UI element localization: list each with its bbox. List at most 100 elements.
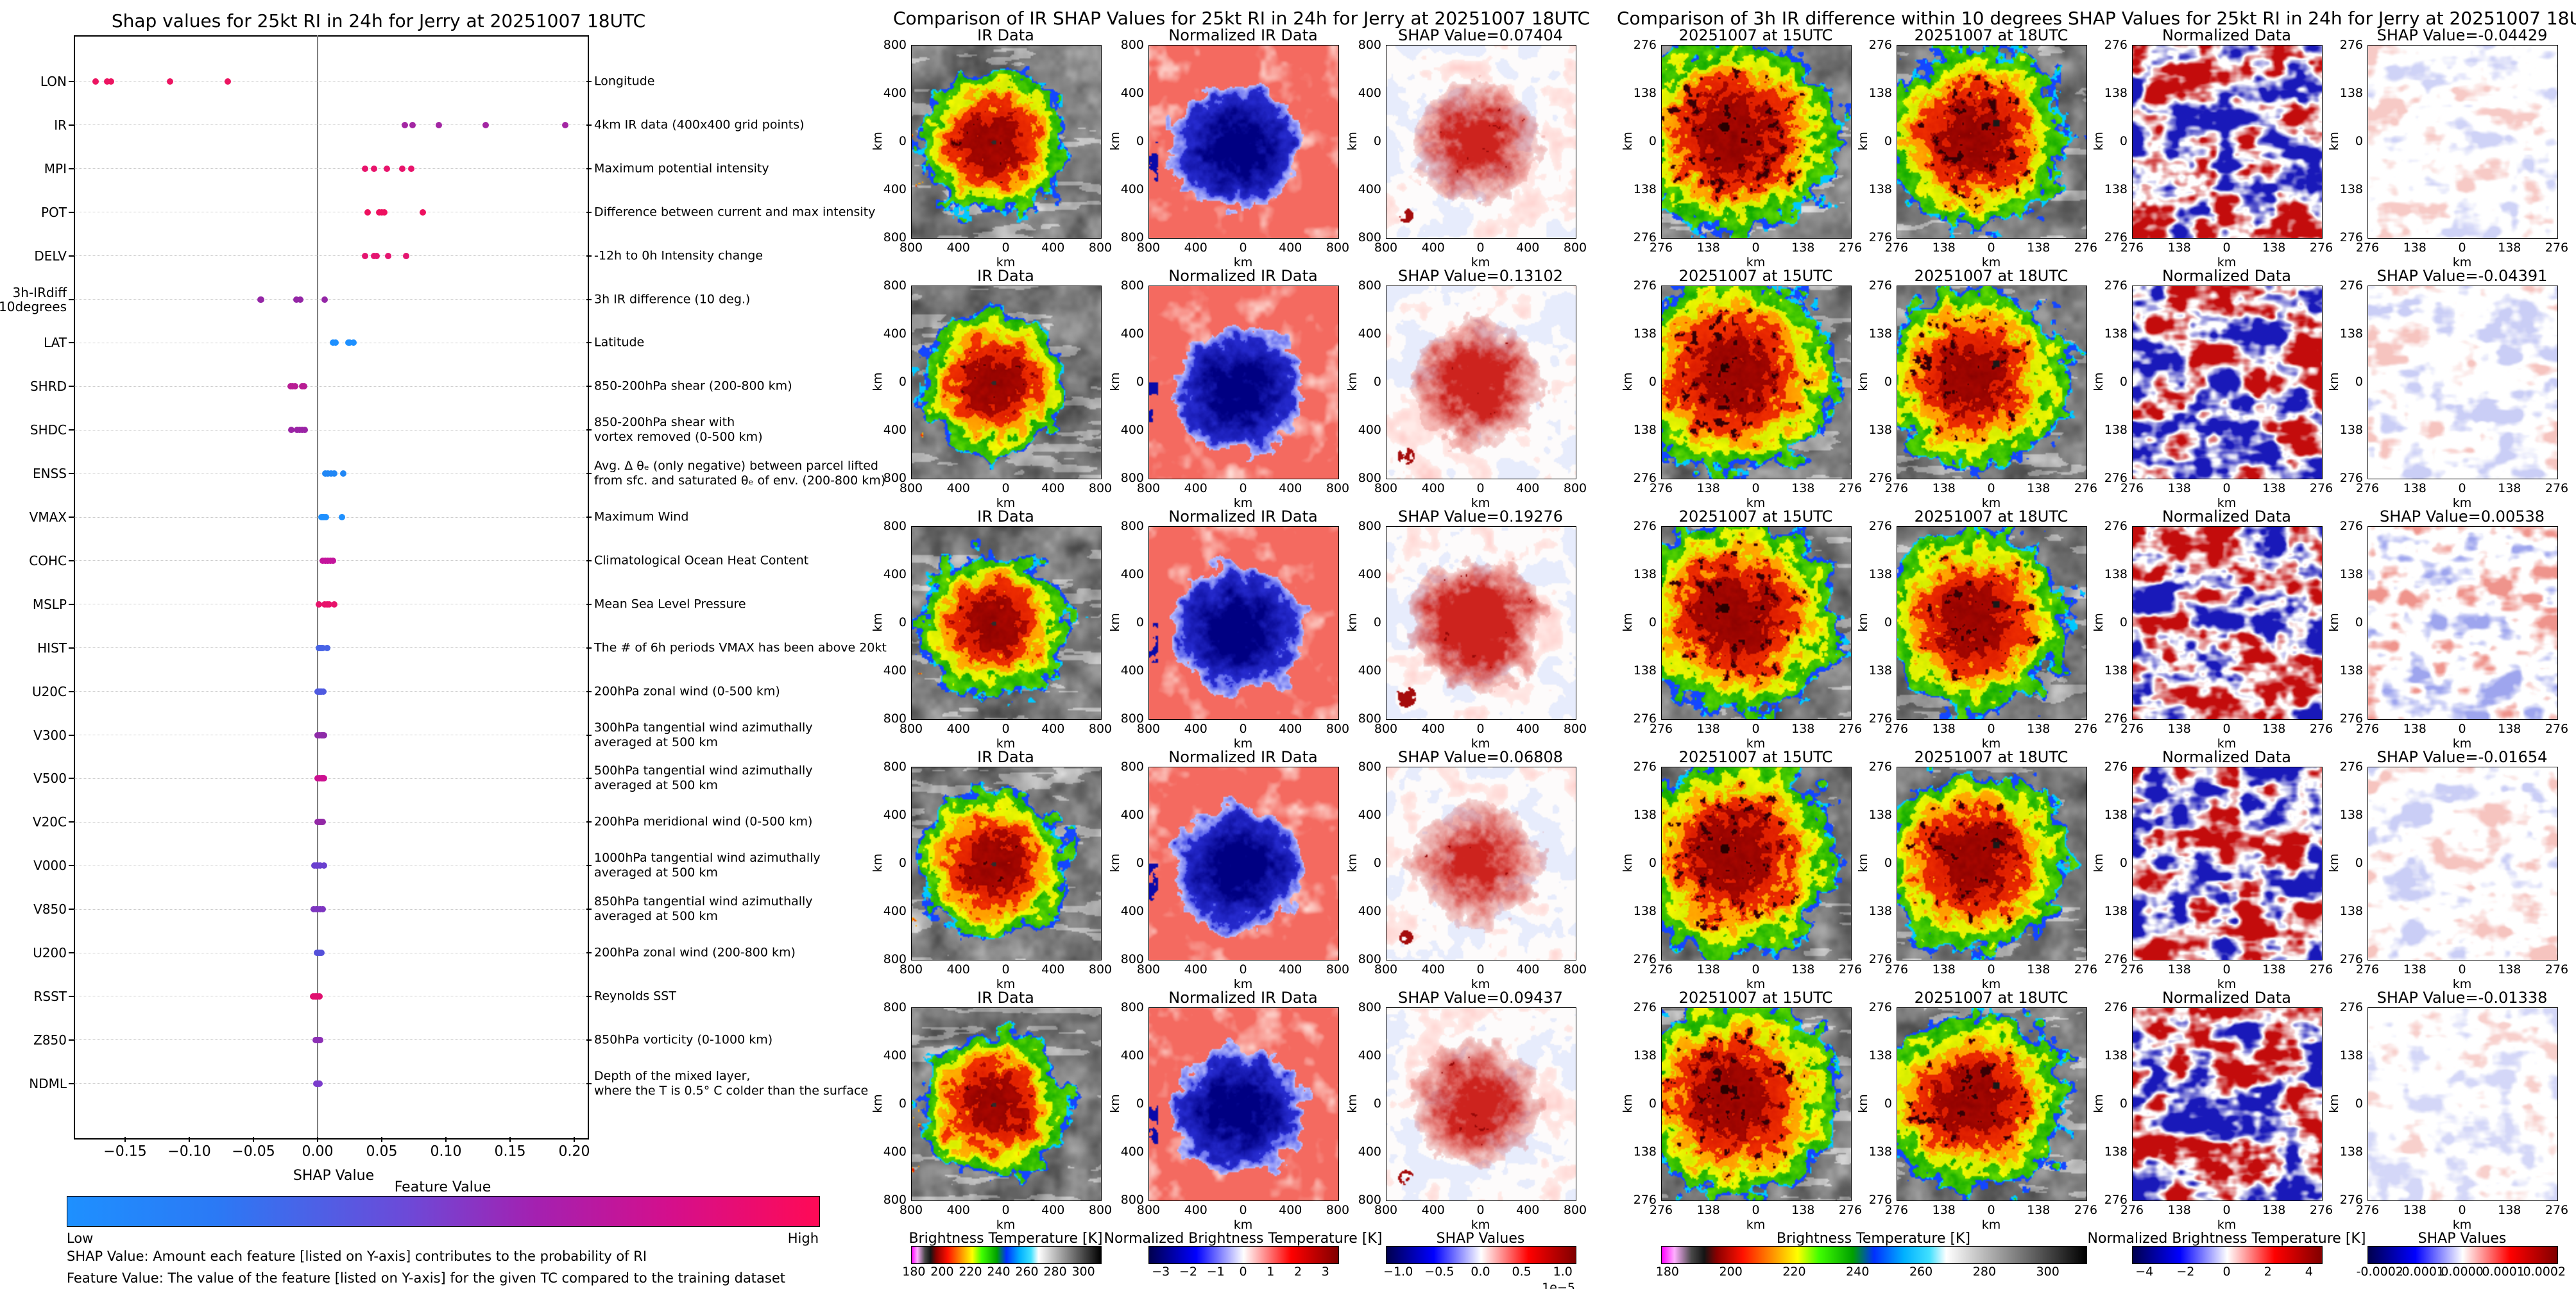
- y-tick-label: 276: [2339, 519, 2363, 533]
- x-tick-label: 138: [2403, 241, 2427, 255]
- y-tick-mark: [69, 995, 74, 997]
- y-tick-label: 0: [1648, 375, 1657, 389]
- y-tick-label: 276: [2104, 712, 2128, 726]
- y-tick-label: 138: [2339, 663, 2363, 678]
- y-tick-label: 400: [883, 663, 907, 678]
- y-tick-label: 276: [2339, 278, 2363, 293]
- y-tick-label: 400: [883, 1145, 907, 1159]
- y-tick-label: 800: [1120, 1000, 1144, 1014]
- y-tick-label: 800: [1358, 1000, 1381, 1014]
- y-tick-label: 400: [1358, 663, 1381, 678]
- x-tick-label: 276: [1838, 481, 1863, 495]
- y-axis-label: km: [1345, 1094, 1360, 1113]
- y-tick-label: 276: [2104, 1193, 2128, 1207]
- feature-desc-18: 1000hPa tangential wind azimuthally aver…: [594, 851, 821, 880]
- feature-label-11: COHC: [29, 552, 67, 568]
- shap-dot: [316, 993, 323, 1000]
- x-tick-label: 800: [1136, 1203, 1161, 1217]
- y-tick-label: 138: [2339, 808, 2363, 822]
- x-tick-label: 800: [1374, 241, 1398, 255]
- y-tick-label: 400: [1358, 182, 1381, 196]
- shap-dot: [258, 296, 265, 303]
- y-tick-label: 138: [1868, 182, 1892, 196]
- y-tick-label: 276: [2104, 230, 2128, 244]
- shap-dot: [381, 209, 388, 216]
- x-tick-label: 0: [1476, 722, 1485, 736]
- x-tick-label: 276: [1649, 481, 1673, 495]
- colorbar-title: Brightness Temperature [K]: [1776, 1231, 1971, 1247]
- feature-desc-23: Depth of the mixed layer, where the T is…: [594, 1068, 869, 1098]
- feature-label-22: Z850: [33, 1032, 67, 1048]
- y-tick-mark: [586, 821, 592, 823]
- ir-diff-grid-title: Comparison of 3h IR difference within 10…: [1617, 8, 2576, 29]
- x-tick-label: 0: [1002, 481, 1010, 495]
- norm-ir-image: [1148, 286, 1339, 479]
- shap-map-title: SHAP Value=-0.04429: [2376, 26, 2548, 44]
- y-tick-label: 400: [1358, 808, 1381, 822]
- x-tick-label: 800: [899, 962, 923, 977]
- colorbar-tick-label: 280: [1972, 1265, 1997, 1279]
- x-axis-label: km: [1471, 1218, 1490, 1232]
- caption-shap-value: SHAP Value: Amount each feature [listed …: [67, 1249, 647, 1264]
- y-tick-label: 276: [2339, 230, 2363, 244]
- shap-dot: [302, 427, 308, 434]
- x-tick-label: 0.20: [558, 1143, 590, 1160]
- y-tick-label: 0: [1884, 134, 1892, 148]
- x-tick-label: 276: [2074, 722, 2098, 736]
- colorbar-tick-label: -0.0002: [2356, 1265, 2403, 1279]
- x-tick-label: 0: [1987, 1203, 1995, 1217]
- y-axis-label: km: [2092, 853, 2106, 873]
- x-tick-label: 800: [1088, 722, 1113, 736]
- colorbar-tick-label: 0.0002: [2523, 1265, 2566, 1279]
- x-tick-label: 0: [1002, 722, 1010, 736]
- feature-desc-21: Reynolds SST: [594, 989, 676, 1003]
- x-tick-label: 800: [1563, 962, 1587, 977]
- colorbar-tick-label: 200: [1719, 1265, 1743, 1279]
- x-tick-label: 138: [2262, 481, 2286, 495]
- x-tick-label: 0: [1987, 722, 1995, 736]
- y-tick-label: 0: [898, 856, 907, 870]
- y-tick-label: 400: [1120, 86, 1144, 100]
- y-tick-label: 400: [1120, 663, 1144, 678]
- y-tick-mark: [586, 124, 592, 126]
- y-tick-mark: [586, 298, 592, 300]
- x-tick-label: 800: [1088, 962, 1113, 977]
- x-tick-label: 800: [1563, 241, 1587, 255]
- feature-desc-9: Avg. Δ θₑ (only negative) between parcel…: [594, 459, 886, 488]
- image-title: 20251007 at 18UTC: [1914, 267, 2068, 285]
- row-gridline: [74, 516, 586, 518]
- colorbar-tick-label: 180: [902, 1265, 926, 1279]
- y-axis-label: km: [1108, 1094, 1122, 1113]
- x-tick-label: 400: [1279, 241, 1302, 255]
- y-tick-label: 400: [1358, 327, 1381, 341]
- row-gridline: [74, 691, 586, 692]
- y-tick-label: 138: [2104, 567, 2128, 581]
- y-tick-label: 0: [1648, 615, 1657, 629]
- image-title: IR Data: [977, 26, 1034, 44]
- x-tick-label: 800: [1326, 241, 1350, 255]
- feature-desc-3: Difference between current and max inten…: [594, 205, 876, 219]
- shap-dot: [316, 1080, 323, 1087]
- shap-dot: [364, 209, 371, 216]
- ir800-image: [911, 1007, 1102, 1201]
- y-axis-label: km: [2092, 1094, 2106, 1113]
- y-axis-label: km: [2327, 1094, 2341, 1113]
- x-axis-label: km: [2217, 737, 2237, 751]
- x-tick-mark: [574, 1137, 575, 1142]
- y-tick-label: 276: [1868, 278, 1892, 293]
- ir276b-image: [1897, 526, 2087, 720]
- y-tick-label: 138: [1868, 327, 1892, 341]
- y-tick-mark: [586, 386, 592, 388]
- feature-label-13: HIST: [37, 640, 67, 656]
- x-tick-label: 0: [1002, 962, 1010, 977]
- shap-dot: [316, 601, 322, 608]
- norm-ir-image: [1148, 526, 1339, 720]
- feature-desc-15: 300hPa tangential wind azimuthally avera…: [594, 720, 813, 749]
- shap-dot: [326, 601, 332, 608]
- y-tick-mark: [586, 81, 592, 82]
- y-tick-label: 800: [883, 519, 907, 533]
- y-tick-mark: [586, 995, 592, 997]
- feature-desc-2: Maximum potential intensity: [594, 161, 769, 176]
- x-tick-label: 138: [2403, 1203, 2427, 1217]
- x-tick-label: 400: [1184, 1203, 1207, 1217]
